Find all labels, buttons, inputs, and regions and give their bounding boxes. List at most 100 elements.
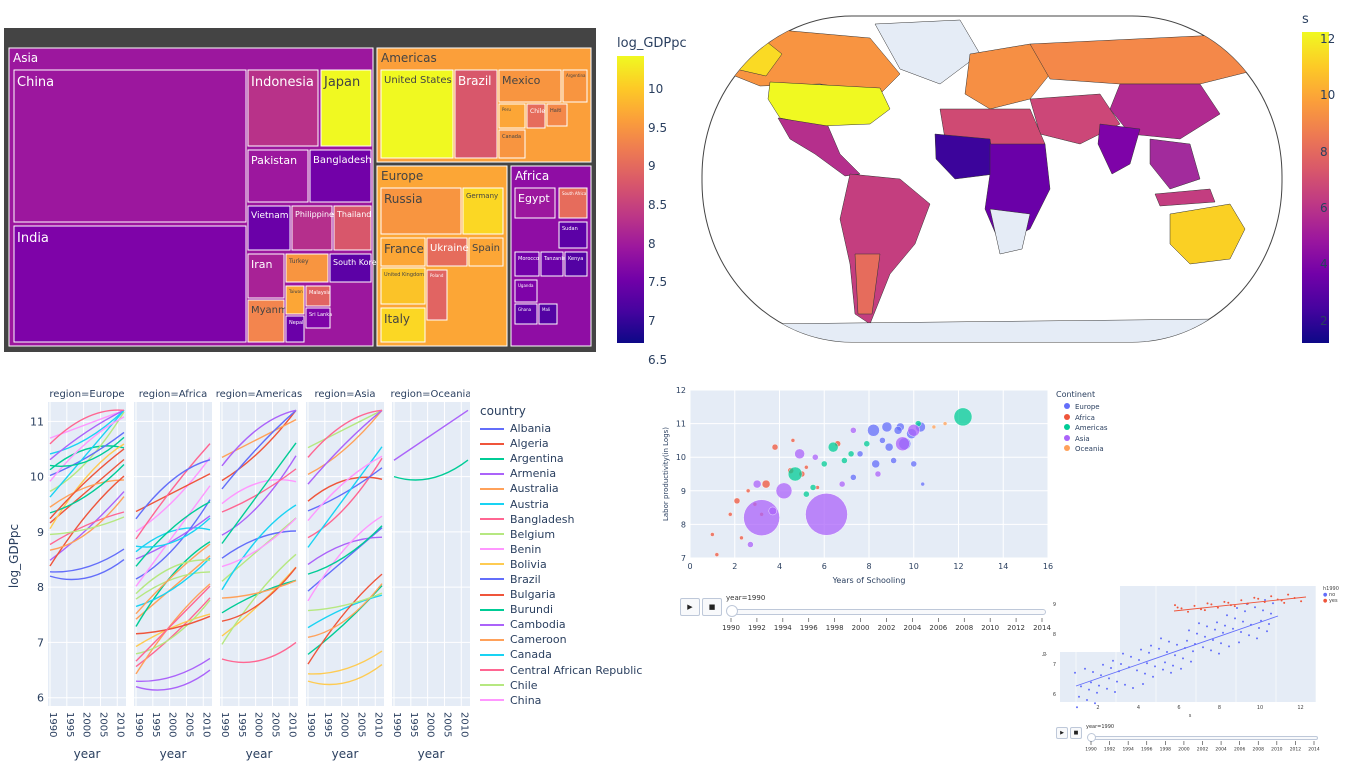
facet-title: region=Americas xyxy=(216,389,302,400)
scatter-legend-item-europe[interactable]: Europe xyxy=(1056,402,1176,413)
legend-item-belgium[interactable]: Belgium xyxy=(480,527,660,542)
mini-point-yes xyxy=(1210,603,1213,606)
mini-point-no xyxy=(1154,665,1156,668)
legend-item-benin[interactable]: Benin xyxy=(480,542,660,557)
legend-swatch xyxy=(480,608,504,611)
slider-tick-label: 2010 xyxy=(981,624,999,632)
scatter-legend-item-americas[interactable]: Americas xyxy=(1056,423,1176,434)
x-tick-label: 2010 xyxy=(286,712,297,737)
legend-item-austria[interactable]: Austria xyxy=(480,496,660,511)
country-line xyxy=(307,594,383,629)
legend-item-bangladesh[interactable]: Bangladesh xyxy=(480,512,660,527)
country-line xyxy=(49,475,125,567)
y-tick-label: 6 xyxy=(1053,692,1056,698)
country-line xyxy=(135,501,211,567)
bubble-oceania xyxy=(942,421,948,426)
bubble-africa xyxy=(739,535,744,541)
legend-item-algeria[interactable]: Algeria xyxy=(480,436,660,451)
treemap-tile-mexico xyxy=(498,69,562,103)
treemap-tile-iran xyxy=(247,253,285,299)
legend-item-cameroon[interactable]: Cameroon xyxy=(480,632,660,647)
y-axis-label: lp xyxy=(1042,652,1048,657)
legend-item-central-african-republic[interactable]: Central African Republic xyxy=(480,663,660,678)
slider-handle[interactable] xyxy=(726,605,738,617)
slider-tick-label: 2002 xyxy=(1197,747,1209,753)
mini-point-no xyxy=(1122,652,1124,655)
mini-point-yes xyxy=(1300,600,1303,603)
country-line xyxy=(135,599,211,655)
scatter-legend-item-oceania[interactable]: Oceania xyxy=(1056,444,1176,455)
bubble-asia xyxy=(752,479,762,489)
mini-point-yes xyxy=(1287,593,1290,596)
legend-swatch xyxy=(480,669,504,672)
slider-tick-label: 2014 xyxy=(1308,747,1320,753)
legend-item-china[interactable]: China xyxy=(480,693,660,708)
stop-button-2[interactable]: ■ xyxy=(1070,727,1082,739)
mini-point-no xyxy=(1160,637,1162,640)
mini-trend-plot: 2 4 6 8 10 12 9 8 7 6 s lp xyxy=(1042,586,1317,719)
china-shape xyxy=(1109,83,1221,140)
facet-panel-region-europe xyxy=(48,402,126,706)
play-button[interactable]: ▶ xyxy=(680,598,700,616)
mini-point-yes xyxy=(1174,604,1176,607)
slider2-track[interactable] xyxy=(1088,736,1318,740)
legend-label: Canada xyxy=(510,648,552,662)
treemap-tile-label-kenya: Kenya xyxy=(568,256,583,262)
legend-item-burundi[interactable]: Burundi xyxy=(480,602,660,617)
country-line xyxy=(307,573,383,665)
country-line xyxy=(49,496,125,551)
stop-button[interactable]: ■ xyxy=(702,598,722,616)
bubble-europe xyxy=(881,421,893,433)
legend-item-argentina[interactable]: Argentina xyxy=(480,451,660,466)
legend-item-canada[interactable]: Canada xyxy=(480,647,660,662)
country-line xyxy=(49,409,125,439)
mini-point-no xyxy=(1236,607,1238,609)
mini-point-no xyxy=(1204,635,1206,638)
treemap-tile-label-ukraine: Ukraine xyxy=(430,243,469,254)
legend-label: Cameroon xyxy=(510,633,567,647)
scatter-legend-item-asia[interactable]: Asia xyxy=(1056,434,1176,445)
indonesia-shape xyxy=(1154,188,1216,207)
facet-panel-region-oceania xyxy=(392,402,470,706)
colorbar-tick: 8 xyxy=(648,236,656,251)
country-line xyxy=(307,409,383,449)
play-button-2[interactable]: ▶ xyxy=(1056,727,1068,739)
bubble-europe xyxy=(910,460,917,468)
country-line xyxy=(49,448,125,520)
x-tick-label: 10 xyxy=(909,562,919,571)
mini-point-no xyxy=(1130,655,1132,658)
country-line xyxy=(135,517,211,548)
treemap-tile-haiti xyxy=(546,103,568,127)
country-line xyxy=(49,409,125,461)
slider-tick-label: 2010 xyxy=(1271,747,1283,753)
x-tick-label: 1990 xyxy=(133,712,144,737)
mini-point-no xyxy=(1108,677,1110,680)
bubble-europe xyxy=(920,481,925,487)
slider-track[interactable] xyxy=(728,609,1046,615)
mini-point-no xyxy=(1166,651,1168,653)
treemap-tile-label-myanmar: Myanmar xyxy=(251,305,299,316)
slider-tick-label: 2008 xyxy=(1253,747,1265,753)
legend-item-armenia[interactable]: Armenia xyxy=(480,466,660,481)
legend-item-cambodia[interactable]: Cambodia xyxy=(480,617,660,632)
treemap-tile-label-france: France xyxy=(384,242,424,256)
slider2-handle[interactable] xyxy=(1087,733,1096,742)
bubble-asia xyxy=(743,499,780,536)
mini-point-no xyxy=(1164,661,1166,664)
country-line xyxy=(135,527,211,553)
legend-item-albania[interactable]: Albania xyxy=(480,421,660,436)
country-line xyxy=(307,583,383,639)
legend-item-bulgaria[interactable]: Bulgaria xyxy=(480,587,660,602)
slider-tick-label: 2008 xyxy=(955,624,973,632)
legend-swatch xyxy=(480,427,504,430)
legend-item-bolivia[interactable]: Bolivia xyxy=(480,557,660,572)
slider-tick-label: 2004 xyxy=(904,624,922,632)
scatter-legend-item-africa[interactable]: Africa xyxy=(1056,413,1176,424)
mini-point-no xyxy=(1232,627,1234,630)
legend-item-australia[interactable]: Australia xyxy=(480,481,660,496)
bubble-europe xyxy=(871,459,880,469)
legend-item-chile[interactable]: Chile xyxy=(480,678,660,693)
treemap-tile-turkey xyxy=(285,253,329,283)
treemap-tile-label-poland: Poland xyxy=(430,273,444,278)
legend-item-brazil[interactable]: Brazil xyxy=(480,572,660,587)
